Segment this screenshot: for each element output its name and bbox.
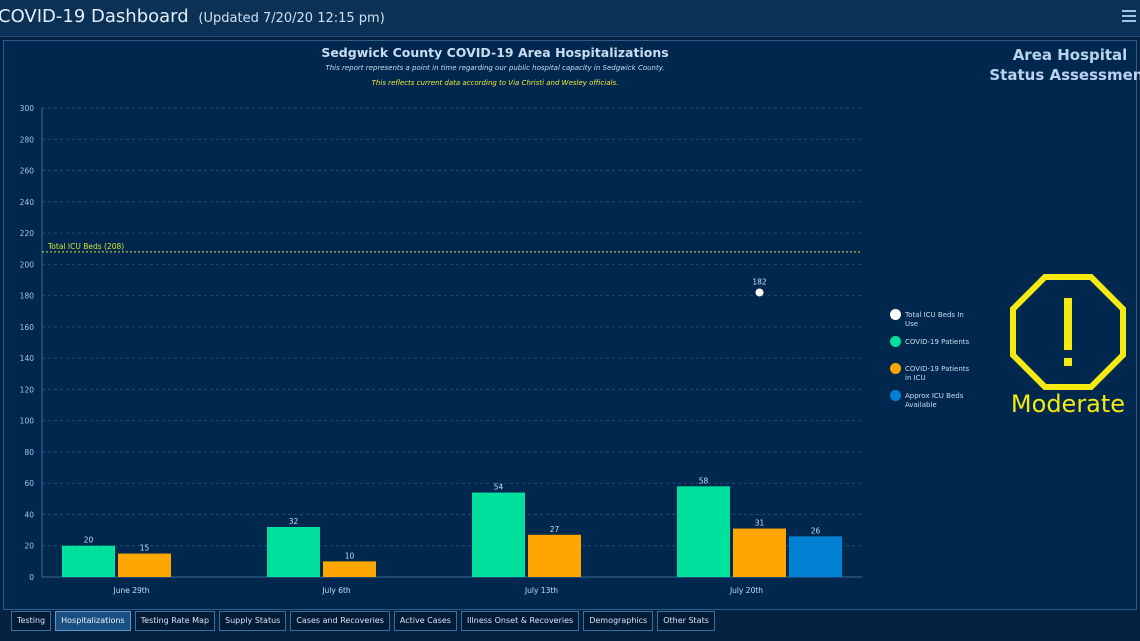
y-tick-label: 280 xyxy=(20,135,35,144)
legend-label: COVID-19 Patients xyxy=(905,338,970,346)
hamburger-menu-icon[interactable] xyxy=(1122,7,1136,23)
status-level: Moderate xyxy=(1010,390,1126,418)
y-tick-label: 0 xyxy=(29,573,34,582)
tab-illness-onset-recoveries[interactable]: Illness Onset & Recoveries xyxy=(460,611,580,631)
octagon-exclamation-icon xyxy=(1010,274,1126,390)
y-tick-label: 60 xyxy=(24,479,34,488)
legend-swatch xyxy=(890,336,901,347)
bar-data-label: 15 xyxy=(140,544,150,553)
legend-label: COVID-19 Patients in ICU xyxy=(905,365,970,382)
legend-item[interactable]: Total ICU Beds In Use xyxy=(890,309,980,336)
tab-supply-status[interactable]: Supply Status xyxy=(219,611,287,631)
x-tick-label: June 29th xyxy=(113,586,150,595)
reference-line-label: Total ICU Beds (208) xyxy=(47,242,124,251)
bar xyxy=(118,553,171,577)
updated-timestamp: (Updated 7/20/20 12:15 pm) xyxy=(198,11,385,26)
y-tick-label: 120 xyxy=(20,385,35,394)
bar xyxy=(733,528,786,577)
x-tick-label: July 20th xyxy=(729,586,763,595)
bar-data-label: 27 xyxy=(550,525,560,534)
hospitalizations-chart: 0 20 40 60 80 100 120 140 160 180 200 220 240 260 280 3… xyxy=(20,104,862,595)
y-tick-label: 220 xyxy=(20,229,35,238)
bottom-tab-bar: Testing Hospitalizations Testing Rate Map S… xyxy=(11,611,719,631)
dashboard-panel xyxy=(3,40,1137,610)
bar-data-label: 26 xyxy=(811,526,821,535)
status-title-line2: Status Assessment xyxy=(989,66,1140,84)
bar xyxy=(323,561,376,577)
tab-active-cases[interactable]: Active Cases xyxy=(393,611,457,631)
app-title: COVID-19 Dashboard (Updated 7/20/20 12:1… xyxy=(0,6,385,27)
bar xyxy=(789,536,842,577)
tab-cases-and-recoveries[interactable]: Cases and Recoveries xyxy=(290,611,390,631)
bar xyxy=(267,526,320,577)
bar-data-label: 32 xyxy=(289,517,299,526)
y-tick-label: 100 xyxy=(20,417,35,426)
bar-data-label: 20 xyxy=(84,536,94,545)
app-title-text: COVID-19 Dashboard xyxy=(0,6,189,27)
y-tick-label: 200 xyxy=(20,260,35,269)
chart-legend: Total ICU Beds In Use COVID-19 Patients CO… xyxy=(890,309,980,417)
bar-data-label: 31 xyxy=(755,519,765,528)
point-data-label: 182 xyxy=(752,277,767,286)
legend-swatch xyxy=(890,309,901,320)
x-tick-label: July 13th xyxy=(524,586,558,595)
legend-swatch xyxy=(890,363,901,374)
chart-subtitle: This report represents a point in time r… xyxy=(325,64,665,72)
y-tick-label: 180 xyxy=(20,292,35,301)
legend-label: Approx ICU Beds Available xyxy=(905,392,964,409)
y-tick-label: 260 xyxy=(20,167,35,176)
x-tick-label: July 6th xyxy=(321,586,351,595)
y-tick-label: 240 xyxy=(20,198,35,207)
tab-hospitalizations[interactable]: Hospitalizations xyxy=(55,611,131,631)
bar-data-label: 10 xyxy=(345,551,355,560)
y-tick-label: 20 xyxy=(24,542,34,551)
y-tick-label: 300 xyxy=(20,104,35,113)
y-tick-label: 40 xyxy=(24,510,34,519)
bar-data-label: 58 xyxy=(699,476,709,485)
tab-testing-rate-map[interactable]: Testing Rate Map xyxy=(134,611,216,631)
legend-item[interactable]: COVID-19 Patients in ICU xyxy=(890,363,980,390)
bar xyxy=(62,545,115,577)
app-header: COVID-19 Dashboard (Updated 7/20/20 12:1… xyxy=(0,0,1140,37)
bar xyxy=(677,486,730,577)
bar xyxy=(472,492,525,577)
y-tick-label: 160 xyxy=(20,323,35,332)
legend-swatch xyxy=(890,390,901,401)
bar xyxy=(528,534,581,577)
tab-other-stats[interactable]: Other Stats xyxy=(657,611,715,631)
tab-demographics[interactable]: Demographics xyxy=(583,611,654,631)
legend-item[interactable]: Approx ICU Beds Available xyxy=(890,390,980,417)
bar-data-label: 54 xyxy=(494,483,504,492)
point-marker xyxy=(755,288,764,297)
status-assessment-title: Area Hospital Status Assessment xyxy=(985,45,1140,85)
legend-label: Total ICU Beds In Use xyxy=(905,311,964,328)
legend-item[interactable]: COVID-19 Patients xyxy=(890,336,980,363)
y-tick-label: 80 xyxy=(24,448,34,457)
status-title-line1: Area Hospital xyxy=(1012,46,1128,64)
chart-title: Sedgwick County COVID-19 Area Hospitaliz… xyxy=(321,45,669,60)
chart-note: This reflects current data according to … xyxy=(371,79,619,87)
y-tick-label: 140 xyxy=(20,354,35,363)
tab-testing[interactable]: Testing xyxy=(11,611,52,631)
